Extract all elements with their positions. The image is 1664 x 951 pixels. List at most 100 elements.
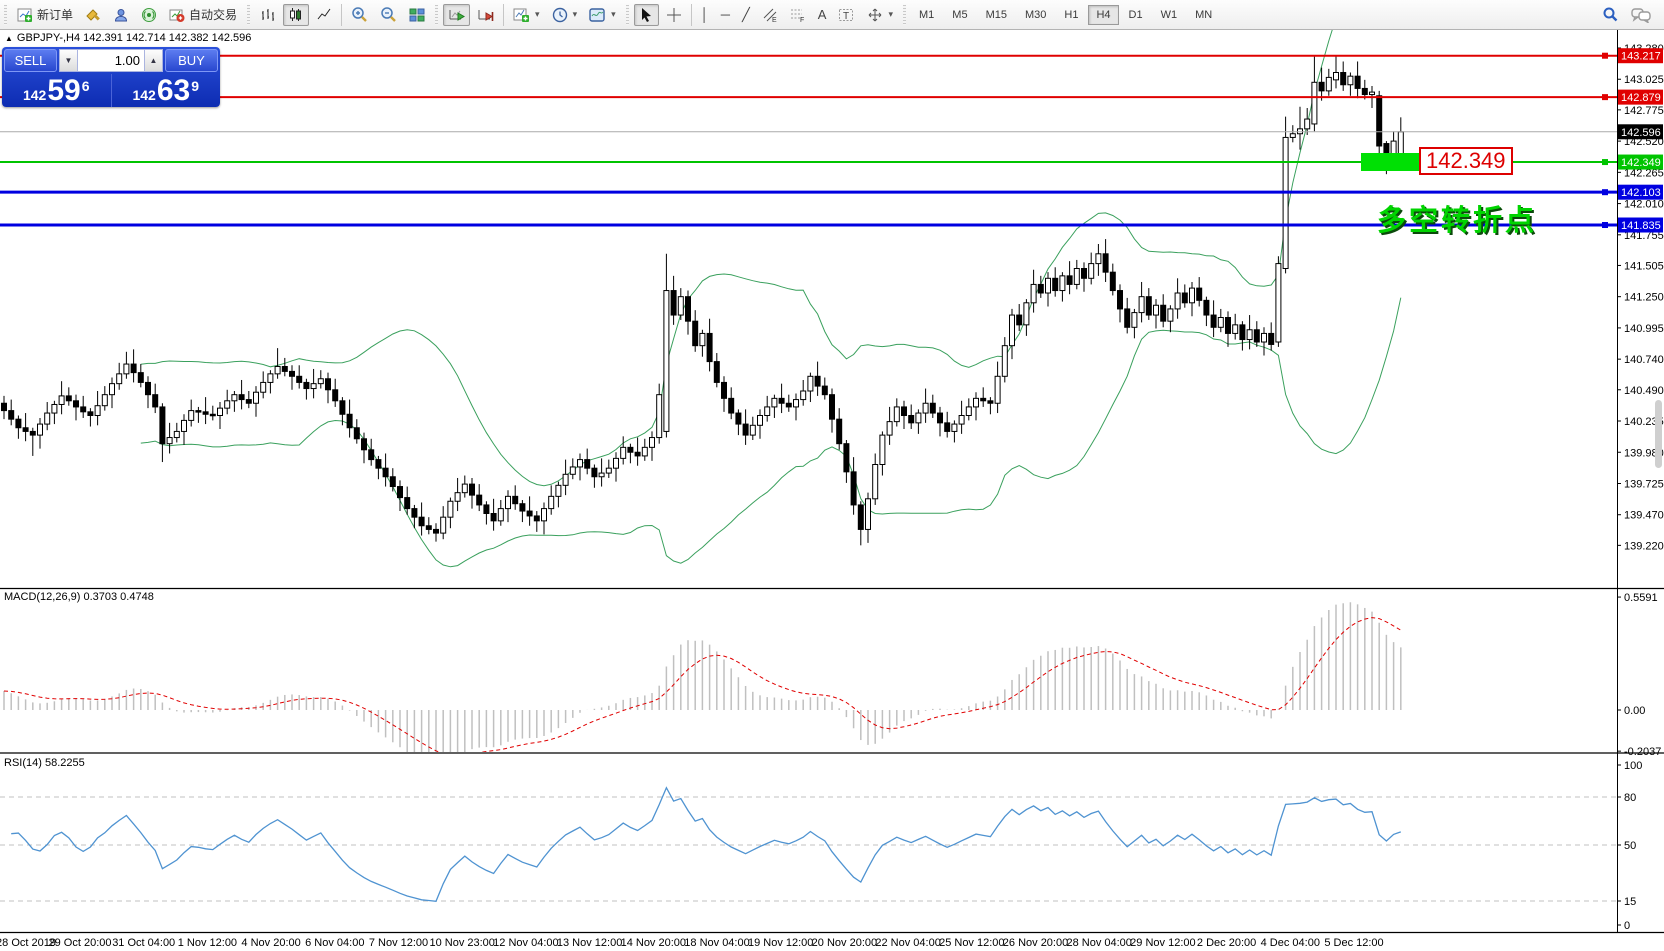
chevron-down-icon[interactable]: ▾	[611, 9, 616, 19]
candle-body	[425, 525, 432, 530]
chart-shift-button[interactable]	[472, 4, 499, 26]
macd-pane[interactable]	[3, 602, 1402, 766]
hline-anchor[interactable]	[1602, 159, 1608, 166]
volume-input[interactable]	[78, 49, 144, 72]
templates-button[interactable]: ▾	[584, 4, 621, 26]
label-tool[interactable]: T	[833, 4, 860, 26]
buy-button[interactable]: BUY	[165, 49, 218, 72]
candle-body	[771, 397, 778, 408]
candle-body	[37, 423, 43, 436]
candle-body	[1347, 75, 1354, 86]
tab-timeframe-h4[interactable]: H4	[1088, 4, 1119, 25]
candle-body	[289, 370, 295, 377]
tab-timeframe-w1[interactable]: W1	[1160, 8, 1178, 21]
candle-body	[346, 413, 353, 429]
time-axis-label: 28 Oct 2019	[0, 937, 56, 949]
chart-title: ▲ GBPJPY-,H4 142.391 142.714 142.382 142.…	[5, 32, 251, 44]
sell-price-prefix: 142	[22, 87, 47, 103]
one-click-trading-panel: SELL ▼ ▲ BUY 142 59 6 142 63 9	[2, 47, 220, 107]
new-order-button[interactable]: 新订单	[12, 3, 78, 26]
line-chart-button[interactable]	[311, 4, 337, 26]
chevron-down-icon[interactable]: ▾	[535, 9, 540, 19]
candle-body	[901, 406, 907, 416]
toolbar-separator	[341, 3, 343, 26]
vertical-scrollbar-thumb[interactable]	[1655, 400, 1662, 468]
arrows-tool[interactable]: ▾	[862, 4, 898, 26]
zoom-in-button[interactable]	[346, 3, 373, 26]
rsi-pane[interactable]	[0, 786, 1617, 903]
candle-body	[137, 372, 144, 383]
zoom-out-button[interactable]	[375, 3, 402, 26]
price-badge-label: 142.596	[1621, 127, 1661, 139]
fibonacci-tool[interactable]: F	[785, 4, 811, 26]
candle-body	[634, 451, 641, 457]
hline-anchor[interactable]	[1602, 189, 1608, 196]
time-axis-label: 12 Nov 04:00	[493, 937, 558, 949]
candle-chart-button[interactable]	[283, 3, 310, 26]
candle-body	[641, 446, 648, 457]
candle-body	[1369, 91, 1375, 96]
cursor-button[interactable]	[633, 3, 659, 26]
candle-body	[1109, 271, 1116, 292]
candle-body	[159, 406, 166, 445]
volume-increase-button[interactable]: ▲	[144, 49, 163, 72]
hline-anchor[interactable]	[1602, 94, 1608, 101]
candle-body	[130, 363, 137, 374]
hline-anchor[interactable]	[1602, 222, 1608, 229]
indicators-button[interactable]: ▾	[508, 4, 545, 26]
collapse-triangle-icon[interactable]: ▲	[5, 34, 13, 43]
channel-tool[interactable]: E	[757, 4, 783, 26]
sell-button[interactable]: SELL	[4, 49, 57, 72]
candle-body	[1045, 277, 1051, 294]
auto-scroll-button[interactable]	[443, 3, 471, 26]
candle-body	[1095, 253, 1102, 265]
chart-annotation-text[interactable]: 多空转折点	[1377, 205, 1538, 237]
vertical-line-tool[interactable]: │	[696, 4, 714, 25]
buy-price-big: 63	[156, 74, 191, 107]
band-lower-line	[140, 297, 1402, 568]
highlight-zone-rect[interactable]	[1361, 153, 1421, 171]
price-badge	[1618, 217, 1663, 233]
main-price-pane[interactable]	[0, 0, 1617, 568]
price-callout-label[interactable]: 142.349	[1419, 147, 1513, 175]
candle-body	[577, 459, 583, 468]
tab-timeframe-m5[interactable]: M5	[952, 8, 968, 21]
history-center-button[interactable]	[80, 4, 106, 26]
candle-body	[1059, 275, 1066, 292]
periods-button[interactable]: ▾	[547, 4, 583, 26]
trendline-tool[interactable]: ╱	[737, 4, 755, 26]
crosshair-button[interactable]	[661, 4, 687, 26]
buy-price[interactable]: 142 63 9	[112, 74, 221, 107]
chevron-down-icon[interactable]: ▾	[888, 9, 893, 19]
sell-price[interactable]: 142 59 6	[2, 74, 112, 107]
tab-timeframe-d1[interactable]: D1	[1128, 8, 1143, 21]
candle-body	[800, 390, 807, 401]
candle-body	[757, 415, 763, 426]
candle-body	[605, 467, 612, 474]
horizontal-line-tool[interactable]: ─	[716, 4, 735, 25]
volume-decrease-button[interactable]: ▼	[59, 49, 78, 72]
chevron-down-icon[interactable]: ▾	[572, 9, 578, 19]
price-badge	[1618, 154, 1663, 170]
axes: 143.280143.025142.775142.520142.265142.0…	[0, 29, 1664, 949]
tile-windows-button[interactable]	[404, 4, 430, 26]
tab-timeframe-h1[interactable]: H1	[1064, 8, 1079, 21]
tab-timeframe-m1[interactable]: M1	[919, 8, 935, 21]
new-order-icon	[17, 8, 32, 22]
triangle-up-icon: ▲	[149, 56, 158, 65]
candle-body	[173, 430, 180, 439]
search-button[interactable]	[1597, 3, 1624, 26]
chat-button[interactable]	[1626, 4, 1656, 26]
autotrade-button[interactable]: 自动交易	[164, 3, 242, 26]
tab-timeframe-m30[interactable]: M30	[1024, 8, 1047, 21]
candle-body	[476, 494, 483, 506]
profile-button[interactable]	[108, 4, 134, 26]
text-tool[interactable]: A	[813, 4, 832, 25]
candle-body	[713, 361, 720, 383]
tab-timeframe-mn[interactable]: MN	[1195, 8, 1213, 21]
bar-chart-button[interactable]	[255, 4, 281, 26]
signal-button[interactable]	[136, 4, 162, 26]
hline-anchor[interactable]	[1602, 52, 1608, 59]
tab-timeframe-m15[interactable]: M15	[985, 8, 1007, 21]
